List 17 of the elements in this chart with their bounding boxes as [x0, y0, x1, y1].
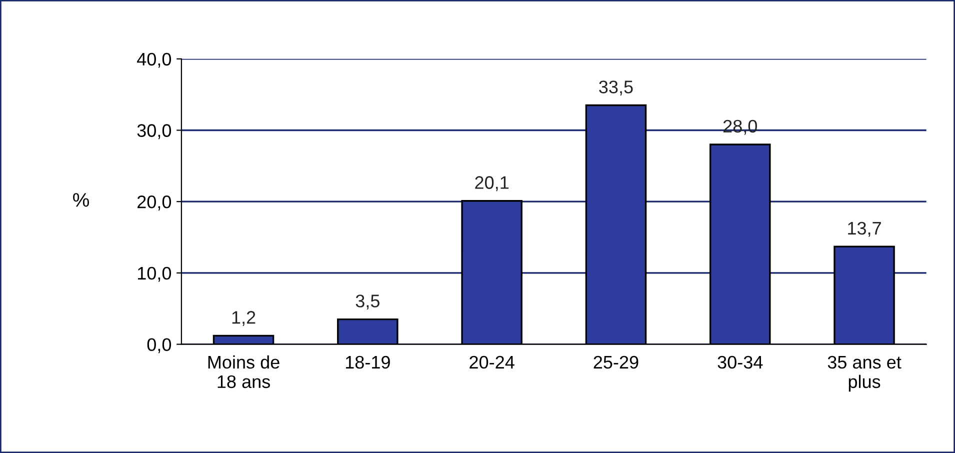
- data-label: 33,5: [599, 80, 633, 96]
- y-tick-label: 40,0: [137, 52, 172, 68]
- y-axis-title: %: [73, 193, 89, 207]
- x-tick-label: 25-29: [594, 356, 638, 369]
- data-label: 13,7: [848, 222, 881, 237]
- x-tick-label: 20-24: [470, 356, 514, 369]
- y-tick-label: 0,0: [147, 338, 172, 354]
- x-tick-label: Moins de 18 ans: [208, 355, 280, 388]
- x-tick-label: 35 ans et plus: [828, 356, 902, 392]
- data-label: 20,1: [475, 176, 509, 192]
- y-tick-label: 20,0: [138, 196, 172, 210]
- data-label: 1,2: [232, 311, 256, 326]
- x-tick-label: 30-34: [718, 356, 763, 369]
- y-tick-label: 10,0: [138, 266, 172, 282]
- y-tick-label: 30,0: [137, 124, 172, 140]
- x-tick-label: 18-19: [346, 356, 390, 369]
- data-label: 3,5: [356, 294, 380, 310]
